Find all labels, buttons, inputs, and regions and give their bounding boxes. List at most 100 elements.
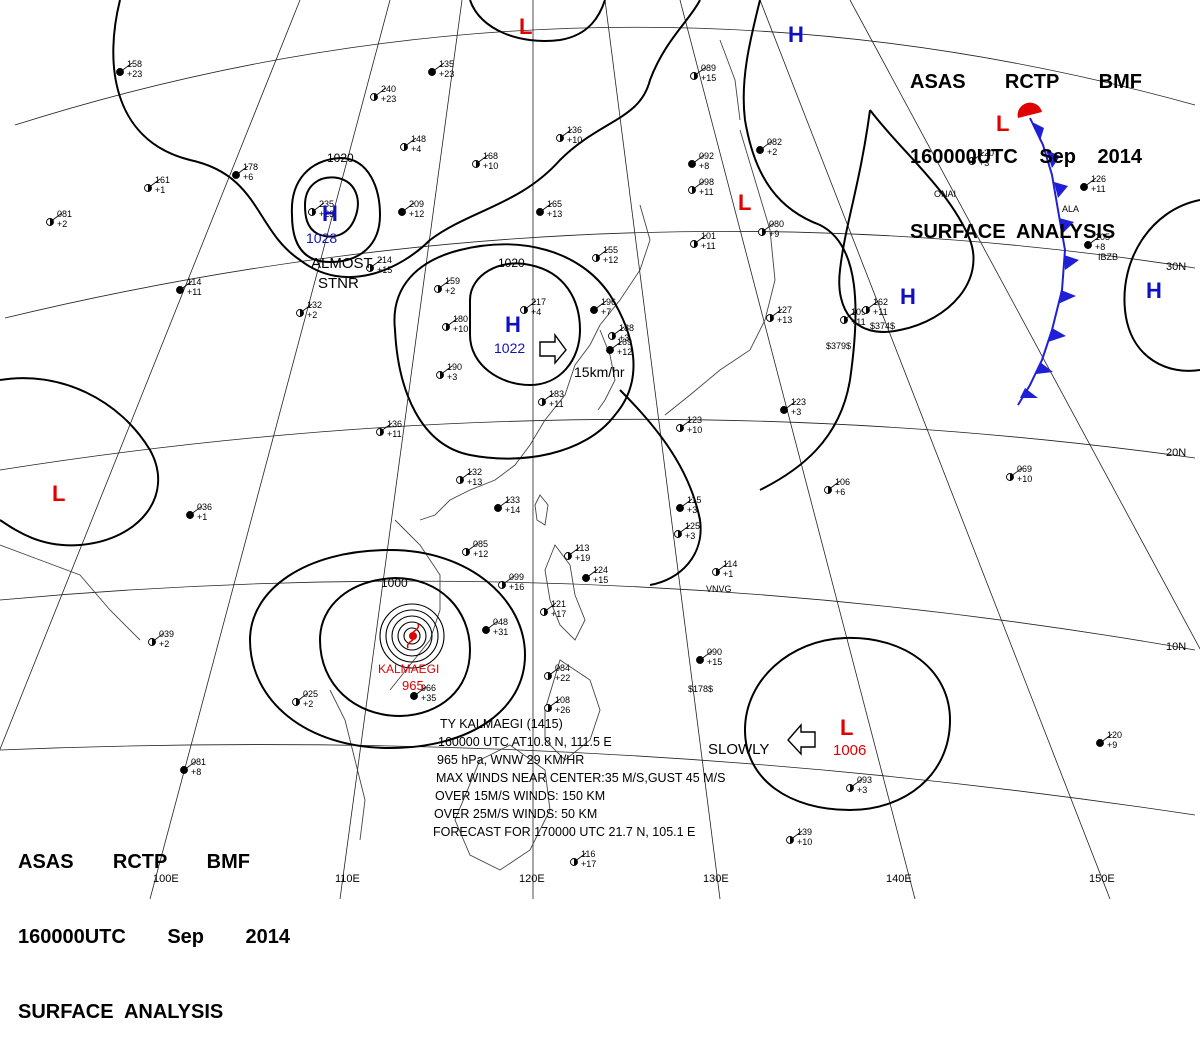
station-plot: 116+17 bbox=[570, 849, 596, 869]
station-plot: 132+2 bbox=[296, 300, 322, 320]
low-movement-arrow bbox=[787, 723, 816, 756]
station-tendency: +15 bbox=[593, 575, 608, 585]
station-pressure: 089 bbox=[701, 63, 716, 73]
station-plot: 209+12 bbox=[398, 199, 424, 219]
station-tendency: +23 bbox=[319, 209, 334, 219]
surface-analysis-map: 158+23161+1081+2178+6235+23240+23135+231… bbox=[0, 0, 1200, 899]
station-pressure: 025 bbox=[303, 689, 318, 699]
header-line-1: ASAS RCTP BMF bbox=[910, 70, 1142, 95]
station-plot: 080+9 bbox=[758, 219, 784, 239]
station-tendency: +3 bbox=[857, 785, 867, 795]
isobar-east-trough bbox=[742, 0, 857, 491]
station-plot: 120+3 bbox=[968, 148, 994, 168]
station-plot: 135+23 bbox=[428, 59, 454, 79]
station-plots: 158+23161+1081+2178+6235+23240+23135+231… bbox=[46, 59, 1122, 869]
coast-malaysia bbox=[329, 689, 366, 841]
station-pressure: 085 bbox=[473, 539, 488, 549]
coastlines bbox=[0, 39, 776, 871]
footer-year: 2014 bbox=[245, 926, 291, 948]
station-tendency: +8 bbox=[699, 161, 709, 171]
isobar-inner-high-1028 bbox=[303, 176, 359, 238]
typhoon-name: KALMAEGI bbox=[378, 662, 439, 676]
station-pressure: 115 bbox=[687, 495, 701, 505]
station-pressure: 092 bbox=[699, 151, 714, 161]
station-tendency: +3 bbox=[447, 372, 457, 382]
map-background bbox=[0, 0, 1200, 899]
isobar-1000 bbox=[318, 576, 472, 718]
high-center-central: H bbox=[505, 312, 521, 337]
station-plot: 121+17 bbox=[540, 599, 566, 619]
station-plot: 093+3 bbox=[846, 775, 872, 795]
station-pressure: 966 bbox=[421, 683, 436, 693]
station-pressure: 209 bbox=[409, 199, 424, 209]
cold-front-line bbox=[1017, 117, 1067, 406]
station-tendency: +13 bbox=[777, 315, 792, 325]
station-pressure: 101 bbox=[701, 231, 716, 241]
lon-line-110e bbox=[339, 0, 463, 899]
station-pressure: 162 bbox=[873, 297, 888, 307]
station-pressure: 188 bbox=[619, 323, 634, 333]
lat-line-40n bbox=[14, 26, 1196, 126]
bulletin-line-4: MAX WINDS NEAR CENTER:35 M/S,GUST 45 M/S bbox=[436, 771, 725, 785]
isobar-label-1000: 1000 bbox=[381, 576, 408, 590]
footer-office: BMF bbox=[206, 851, 250, 873]
station-tendency: +14 bbox=[505, 505, 520, 515]
high-center-central-value: 1022 bbox=[494, 340, 525, 356]
lat-line-0 bbox=[0, 744, 1196, 816]
high-center-northeast: H bbox=[788, 22, 804, 47]
station-pressure: 109 bbox=[851, 307, 866, 317]
station-pressure: 113 bbox=[575, 543, 589, 553]
station-tendency: +8 bbox=[191, 767, 201, 777]
station-plot: 124+15 bbox=[582, 565, 608, 585]
typhoon-ring-4 bbox=[385, 609, 439, 663]
station-plot: 039+2 bbox=[148, 629, 174, 649]
station-tendency: +13 bbox=[547, 209, 562, 219]
station-plot: 123+10 bbox=[676, 415, 702, 435]
lon-line-160e bbox=[849, 0, 1200, 650]
footer-month: Sep bbox=[167, 926, 205, 948]
station-tendency: +26 bbox=[555, 705, 570, 715]
station-pressure: 105 bbox=[1095, 232, 1110, 242]
high-center-west-note2: STNR bbox=[318, 275, 359, 292]
station-pressure: 217 bbox=[531, 297, 546, 307]
station-tendency: +12 bbox=[617, 347, 632, 357]
station-plot: 081+2 bbox=[46, 209, 72, 229]
station-plot: 081+8 bbox=[180, 757, 206, 777]
station-tendency: +15 bbox=[377, 265, 392, 275]
station-id-labels: ONAI IBZB $379$ $374$ $178$ VNVG ALA bbox=[688, 189, 1118, 694]
station-plot: 115+3 bbox=[676, 495, 701, 515]
footer-line-1: ASAS RCTP BMF bbox=[18, 850, 250, 875]
coast-philippines-south bbox=[544, 659, 601, 761]
station-plot: 214+15 bbox=[366, 255, 392, 275]
station-tendency: +1 bbox=[155, 185, 165, 195]
station-tendency: +11 bbox=[873, 307, 888, 317]
station-pressure: 114 bbox=[187, 277, 201, 287]
typhoon-ring-5 bbox=[379, 603, 445, 669]
station-tendency: +23 bbox=[127, 69, 142, 79]
station-tendency: +31 bbox=[493, 627, 508, 637]
station-pressure: 099 bbox=[509, 572, 524, 582]
coast-vietnam bbox=[389, 519, 441, 691]
station-pressure: 183 bbox=[549, 389, 564, 399]
station-id-178: $178$ bbox=[688, 684, 713, 694]
footer-station: RCTP bbox=[112, 851, 168, 873]
cold-front bbox=[1017, 102, 1079, 406]
station-plot: 084+22 bbox=[544, 663, 570, 683]
header-office: BMF bbox=[1098, 71, 1142, 93]
high-center-west-note1: ALMOST bbox=[311, 255, 373, 272]
lon-label-120e: 120E bbox=[519, 873, 545, 885]
station-pressure: 039 bbox=[159, 629, 174, 639]
lon-line-90e bbox=[0, 0, 301, 751]
station-tendency: +10 bbox=[453, 324, 468, 334]
lon-label-100e: 100E bbox=[153, 873, 179, 885]
station-tendency: +11 bbox=[699, 187, 714, 197]
lon-line-140e bbox=[679, 0, 916, 899]
station-pressure: 165 bbox=[547, 199, 562, 209]
bulletin-line-5: OVER 15M/S WINDS: 150 KM bbox=[435, 789, 605, 803]
station-tendency: +10 bbox=[797, 837, 812, 847]
station-tendency: +1 bbox=[723, 569, 733, 579]
isobar-value-labels: 1020 1020 1000 bbox=[327, 151, 525, 590]
isobar-west-l bbox=[0, 377, 160, 547]
station-plot: 161+1 bbox=[144, 175, 170, 195]
coast-korea bbox=[597, 329, 616, 411]
